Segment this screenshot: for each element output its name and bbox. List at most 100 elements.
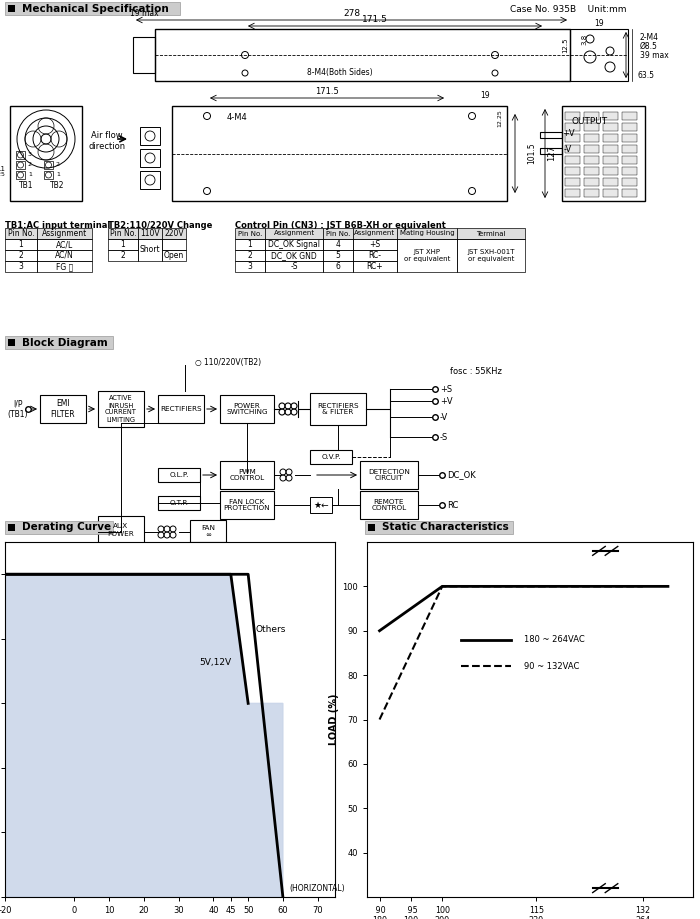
Text: RECTIFIERS
& FILTER: RECTIFIERS & FILTER	[317, 403, 359, 415]
Bar	[220, 395, 274, 423]
Text: DETECTION
CIRCUIT: DETECTION CIRCUIT	[368, 469, 410, 482]
Text: -V: -V	[564, 145, 572, 154]
Bar	[360, 461, 418, 489]
Text: 171.5: 171.5	[315, 87, 339, 96]
Bar	[44, 161, 53, 169]
Bar	[603, 178, 618, 186]
Text: Pin No.: Pin No.	[326, 231, 350, 236]
Polygon shape	[5, 574, 283, 897]
Text: JST SXH-001T
or equivalent: JST SXH-001T or equivalent	[468, 249, 514, 262]
Text: Open: Open	[164, 251, 184, 260]
Text: 127: 127	[547, 145, 556, 162]
Text: Control Pin (CN3) : JST B6B-XH or equivalent: Control Pin (CN3) : JST B6B-XH or equiva…	[235, 221, 446, 231]
Bar	[37, 239, 92, 250]
Text: JST XHP
or equivalent: JST XHP or equivalent	[404, 249, 450, 262]
Text: 1: 1	[19, 240, 23, 249]
Bar	[622, 123, 637, 131]
Bar	[98, 516, 144, 544]
Bar	[265, 261, 323, 272]
Bar	[584, 134, 599, 142]
Bar	[540, 132, 562, 138]
Text: REMOTE
CONTROL: REMOTE CONTROL	[372, 498, 407, 512]
Bar	[323, 261, 353, 272]
Bar	[162, 239, 186, 250]
Bar	[108, 250, 138, 261]
Text: AC/N: AC/N	[55, 251, 74, 260]
Text: +V: +V	[440, 396, 453, 405]
Bar	[37, 250, 92, 261]
Y-axis label: LOAD (%): LOAD (%)	[330, 694, 340, 745]
Text: POWER
SWITCHING: POWER SWITCHING	[226, 403, 268, 415]
Bar	[584, 123, 599, 131]
Text: 6: 6	[335, 262, 340, 271]
Bar	[158, 496, 200, 510]
Text: 1: 1	[28, 173, 32, 177]
Bar	[622, 145, 637, 153]
Bar	[235, 228, 265, 239]
Bar	[235, 261, 265, 272]
Text: 101.5: 101.5	[527, 142, 536, 165]
Bar	[584, 112, 599, 120]
Text: 5V,12V: 5V,12V	[199, 658, 232, 666]
Bar	[235, 239, 265, 250]
Text: Short: Short	[140, 245, 160, 255]
Bar	[603, 167, 618, 175]
Bar	[108, 239, 138, 250]
Text: 5: 5	[335, 251, 340, 260]
Bar	[565, 178, 580, 186]
Bar	[603, 112, 618, 120]
Bar	[140, 127, 160, 145]
Text: TB1:AC input terminal: TB1:AC input terminal	[5, 221, 111, 231]
Text: Pin No.: Pin No.	[8, 229, 34, 238]
Bar	[133, 37, 155, 73]
Text: 39 max: 39 max	[640, 51, 668, 60]
Text: 2: 2	[56, 163, 60, 167]
Bar	[220, 461, 274, 489]
Text: DC_OK GND: DC_OK GND	[271, 251, 317, 260]
Text: Mating Housing: Mating Housing	[400, 231, 454, 236]
Bar	[565, 145, 580, 153]
Text: +S: +S	[440, 384, 452, 393]
Text: 180 ~ 264VAC: 180 ~ 264VAC	[524, 635, 584, 644]
Text: Assignment: Assignment	[274, 231, 314, 236]
Bar	[603, 156, 618, 164]
Text: 8-M4(Both Sides): 8-M4(Both Sides)	[307, 69, 373, 77]
Bar	[565, 189, 580, 197]
Text: RC-: RC-	[368, 251, 382, 260]
Text: Pin No.: Pin No.	[110, 229, 136, 238]
Bar	[158, 395, 204, 423]
Text: Air flow
direction: Air flow direction	[88, 131, 125, 151]
Bar	[162, 250, 186, 261]
Bar	[457, 228, 525, 239]
Text: TB2:110/220V Change: TB2:110/220V Change	[108, 221, 212, 231]
Bar	[323, 250, 353, 261]
Text: Assignment: Assignment	[354, 231, 395, 236]
Text: ○ 110/220V(TB2): ○ 110/220V(TB2)	[195, 358, 261, 368]
Bar	[5, 261, 37, 272]
Bar	[190, 520, 226, 542]
Text: AUX
POWER: AUX POWER	[108, 524, 134, 537]
Text: O.V.P.: O.V.P.	[321, 454, 341, 460]
Bar	[622, 178, 637, 186]
Text: 3: 3	[19, 262, 23, 271]
Bar	[16, 151, 25, 159]
Bar	[457, 239, 525, 272]
Text: AC/L: AC/L	[56, 240, 73, 249]
Bar	[603, 145, 618, 153]
Text: TB2: TB2	[50, 181, 64, 190]
Bar	[310, 450, 352, 464]
Bar	[622, 167, 637, 175]
Bar	[5, 228, 37, 239]
Bar	[98, 391, 144, 427]
Bar	[108, 228, 138, 239]
Text: ★←: ★←	[313, 501, 329, 509]
Text: Case No. 935B    Unit:mm: Case No. 935B Unit:mm	[510, 5, 626, 14]
Bar	[584, 156, 599, 164]
Bar	[138, 228, 162, 239]
Bar	[603, 123, 618, 131]
Bar	[540, 148, 562, 154]
Text: FG ⏚: FG ⏚	[56, 262, 73, 271]
Text: Static Characteristics: Static Characteristics	[382, 523, 509, 532]
Text: O.L.P.: O.L.P.	[169, 472, 189, 478]
Bar	[265, 228, 323, 239]
